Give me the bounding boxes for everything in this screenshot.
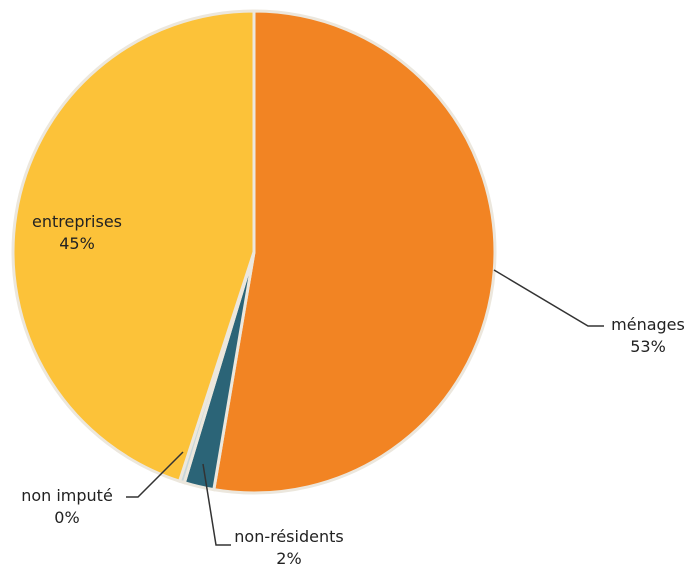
pie-slice-menages [212,9,497,495]
label-entreprises-pct: 45% [59,234,95,253]
leader-line-non-impute [126,451,184,498]
label-menages-pct: 53% [630,337,666,356]
leader-line-menages [493,269,604,327]
pie-slice-entreprises [11,9,256,484]
label-entreprises-name: entreprises [32,212,122,231]
label-non-impute-pct: 0% [54,508,79,527]
label-menages-name: ménages [611,315,685,334]
leader-line-non-residents [202,463,231,546]
pie-slices [11,9,497,495]
label-non-impute-name: non imputé [21,486,113,505]
label-non-residents-name: non-résidents [234,527,343,546]
label-non-residents-pct: 2% [276,549,301,568]
